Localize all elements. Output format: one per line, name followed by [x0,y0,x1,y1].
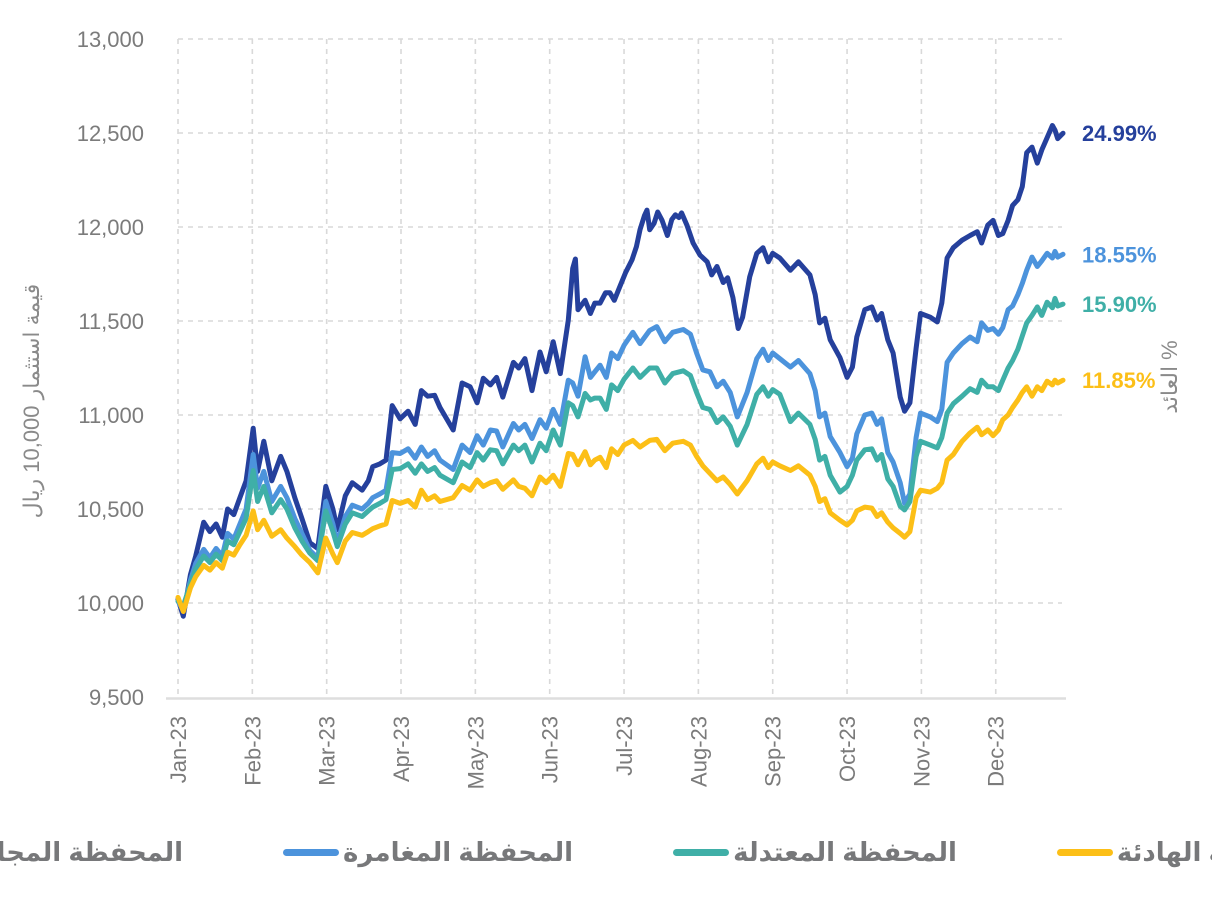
series-end-label-adventurous: 18.55% [1082,242,1157,267]
y-axis-title-right: % العائد [1157,340,1182,414]
series-line-risky [175,123,1066,619]
legend: المحفظة المجازفة المحفظة المغامرة المحفظة … [0,822,1212,882]
y-tick-label: 12,000 [77,215,144,240]
legend-label-moderate: المحفظة المعتدلة [733,836,957,867]
series-end-label-calm: 11.85% [1082,368,1155,393]
x-tick-label: Feb-23 [240,716,265,786]
legend-item-adventurous: المحفظة المغامرة [283,837,573,868]
legend-label-adventurous: المحفظة المغامرة [343,836,574,867]
y-tick-label: 10,500 [77,497,144,522]
x-tick-label: May-23 [463,716,488,789]
series-line-moderate [175,295,1066,609]
x-tick-label: Jun-23 [538,716,563,783]
legend-item-moderate: المحفظة المعتدلة [673,837,957,868]
legend-marker-calm [1056,848,1113,856]
y-axis-title-left: قيمة استثمار 10,000 ريال [19,283,44,519]
legend-label-risky: المحفظة المجازفة [0,836,184,867]
x-tick-label: Jul-23 [612,716,637,776]
y-tick-label: 11,500 [78,309,144,334]
x-tick-label: Dec-23 [984,716,1009,787]
y-tick-label: 12,500 [77,121,144,146]
series-line-calm [175,377,1066,614]
x-tick-label: Oct-23 [835,716,860,782]
x-tick-label: Sep-23 [761,716,786,787]
series-end-label-risky: 24.99% [1082,121,1157,146]
legend-marker-moderate [673,848,730,856]
legend-marker-adventurous [283,848,340,856]
series-end-label-moderate: 15.90% [1082,292,1157,317]
x-tick-label: Nov-23 [909,716,934,787]
y-tick-label: 13,000 [77,27,144,52]
y-tick-label: 9,500 [89,685,144,710]
legend-item-calm: المحفظة الهادئة [1056,836,1212,868]
y-tick-label: 11,000 [78,403,144,428]
x-tick-label: Jan-23 [166,716,191,783]
legend-item-risky: المحفظة المجازفة [0,837,183,868]
x-tick-label: Mar-23 [315,716,340,786]
x-tick-label: Apr-23 [389,716,414,782]
series-line-adventurous [175,248,1066,613]
y-tick-label: 10,000 [77,591,144,616]
legend-label-calm: المحفظة الهادئة [1116,836,1212,867]
x-tick-label: Aug-23 [686,716,711,787]
